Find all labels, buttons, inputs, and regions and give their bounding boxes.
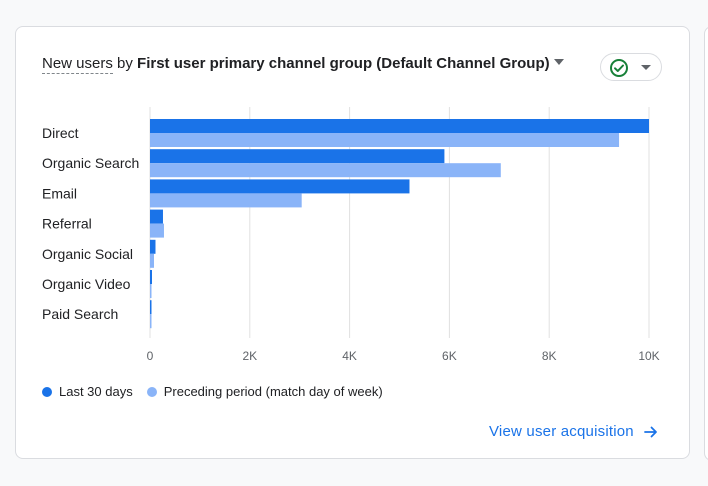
view-user-acquisition-link[interactable]: View user acquisition — [489, 423, 659, 440]
dimension-selector[interactable]: First user primary channel group (Defaul… — [137, 55, 564, 72]
bar-current — [150, 179, 410, 194]
bar-previous — [150, 284, 152, 298]
category-label: Organic Video — [42, 276, 131, 292]
chevron-down-icon — [641, 65, 651, 70]
legend-label-current: Last 30 days — [59, 384, 133, 399]
legend-dot-current — [42, 386, 52, 397]
category-label: Referral — [42, 216, 92, 232]
bar-current — [150, 239, 156, 254]
x-tick-label: 10K — [638, 349, 659, 363]
category-label: Organic Search — [42, 155, 139, 171]
bar-current — [150, 119, 649, 133]
bar-previous — [150, 163, 501, 178]
bar-previous — [150, 223, 164, 238]
link-label: View user acquisition — [489, 423, 634, 440]
metric-selector[interactable]: New users — [42, 55, 113, 74]
category-label: Direct — [42, 125, 79, 141]
check-circle-icon — [610, 59, 628, 77]
legend-item-current: Last 30 days — [42, 384, 133, 399]
category-label: Email — [42, 185, 77, 201]
x-tick-label: 8K — [542, 349, 557, 363]
card-title: New users by First user primary channel … — [42, 55, 564, 74]
category-label: Paid Search — [42, 306, 118, 322]
legend-item-previous: Preceding period (match day of week) — [146, 384, 383, 399]
category-label: Organic Social — [42, 246, 133, 262]
x-tick-label: 6K — [442, 349, 457, 363]
arrow-right-icon — [643, 426, 657, 437]
bar-previous — [150, 253, 154, 268]
legend-label-previous: Preceding period (match day of week) — [163, 384, 383, 399]
bar-previous — [150, 314, 152, 329]
dimension-dropdown-icon — [553, 59, 564, 65]
bar-current — [150, 270, 152, 284]
by-label: by — [117, 55, 133, 72]
bar-chart: 0 2K 4K 6K 8K 10K Direct Organic Search Email Ref… — [42, 107, 660, 363]
bar-previous — [150, 133, 620, 147]
status-menu-button[interactable] — [600, 53, 662, 81]
bar-previous — [150, 193, 302, 208]
bar-current — [150, 149, 445, 164]
x-tick-label: 0 — [147, 349, 154, 363]
new-users-card: New users by First user primary channel … — [15, 26, 690, 459]
x-tick-label: 2K — [242, 349, 257, 363]
adjacent-card-edge — [704, 26, 708, 461]
legend-dot-previous — [146, 386, 157, 397]
bar-current — [150, 300, 152, 315]
chart-legend: Last 30 days Preceding period (match day… — [42, 384, 397, 399]
x-tick-label: 4K — [342, 349, 357, 363]
dimension-label: First user primary channel group (Defaul… — [137, 55, 550, 72]
bar-current — [150, 209, 163, 224]
